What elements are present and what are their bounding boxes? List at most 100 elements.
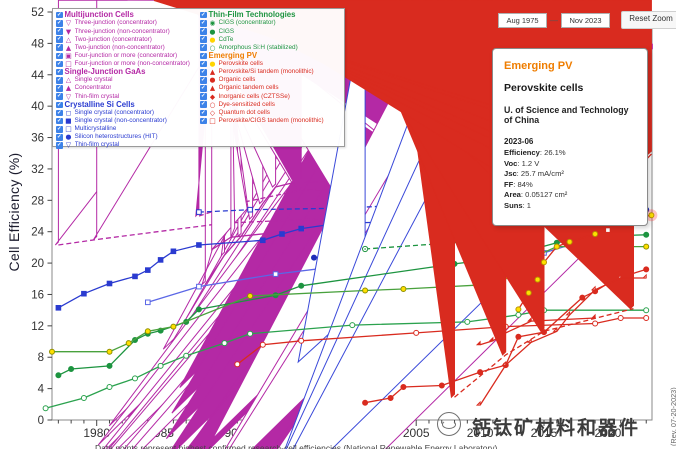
series-marker-icon: ◆	[209, 92, 216, 101]
legend-item-label: Inorganic cells (CZTSSe)	[218, 92, 290, 100]
legend-item-checkbox[interactable]: ✓	[200, 44, 207, 51]
legend-item[interactable]: ✓ ▲ Perovskite/Si tandem (monolithic)	[200, 68, 344, 76]
legend-item[interactable]: ✓ △ Two-junction (concentrator)	[56, 36, 200, 44]
legend-item[interactable]: ✓ □ Perovskite/CIGS tandem (monolithic)	[200, 117, 344, 125]
legend-item-checkbox[interactable]: ✓	[200, 117, 207, 125]
legend-group-checkbox[interactable]: ✓	[56, 11, 63, 19]
legend-item-checkbox[interactable]: ✓	[200, 60, 207, 68]
series-marker-icon: ▲	[209, 84, 216, 93]
range-start-input[interactable]: Aug 1975	[498, 12, 547, 28]
legend-item-label: Organic tandem cells	[218, 84, 279, 92]
y-axis-title: Cell Efficiency (%)	[6, 152, 22, 272]
legend-item[interactable]: ✓ ◉ CIGS (concentrator)	[200, 19, 344, 27]
series-marker-icon: □	[209, 116, 216, 125]
legend-item[interactable]: ✓ ◆ Inorganic cells (CZTSSe)	[200, 93, 344, 101]
tooltip-series-name: Perovskite cells	[504, 82, 584, 94]
reset-zoom-button[interactable]: Reset Zoom	[621, 11, 676, 29]
legend-item[interactable]: ✓ ▣ Four-junction or more (concentrator)	[56, 52, 200, 60]
legend-item-checkbox[interactable]: ✓	[200, 77, 207, 84]
legend-item-checkbox[interactable]: ✓	[200, 109, 207, 117]
legend-item-label: Two-junction (concentrator)	[74, 35, 152, 43]
svg-text:20: 20	[31, 258, 44, 270]
svg-text:40: 40	[31, 101, 44, 113]
legend-item-label: Three-junction (concentrator)	[74, 19, 157, 27]
legend-item[interactable]: ✓ ▲ Concentrator	[56, 84, 200, 92]
legend-item-checkbox[interactable]: ✓	[200, 36, 207, 43]
series-marker-icon: △	[65, 35, 72, 44]
legend-column: ✓ Multijunction Cells ✓ ▽ Three-junction (co…	[56, 10, 200, 149]
legend-item-checkbox[interactable]: ✓	[200, 93, 207, 100]
svg-text:44: 44	[31, 70, 44, 82]
legend-item-label: Two-junction (non-concentrator)	[74, 43, 165, 51]
legend-item-checkbox[interactable]: ✓	[56, 28, 63, 35]
tooltip-fields: Efficiency: 26.1% Voc: 1.2 V Jsc: 25.7 mA/…	[504, 148, 638, 212]
legend-item-checkbox[interactable]: ✓	[200, 28, 207, 35]
legend-item-checkbox[interactable]: ✓	[200, 20, 207, 27]
legend-item[interactable]: ✓ ● Silicon heterostructures (HIT)	[56, 133, 200, 141]
legend-item[interactable]: ✓ ■ Single crystal (non-concentrator)	[56, 117, 200, 125]
svg-text:2020: 2020	[595, 426, 622, 440]
legend-item-checkbox[interactable]: ✓	[56, 52, 63, 60]
legend-item[interactable]: ✓ ▼ Three-junction (non-concentrator)	[56, 28, 200, 36]
series-marker-icon: □	[65, 125, 72, 134]
legend-item[interactable]: ✓ ▽ Thin-film crystal	[56, 93, 200, 101]
legend-item-checkbox[interactable]: ✓	[56, 117, 63, 125]
legend-item[interactable]: ✓ ○ Dye-sensitized cells	[200, 101, 344, 109]
legend-item-checkbox[interactable]: ✓	[56, 44, 63, 51]
series-marker-icon: ●	[209, 35, 216, 44]
legend-item-checkbox[interactable]: ✓	[56, 126, 63, 133]
series-marker-icon: ▲	[65, 43, 72, 52]
legend-item[interactable]: ✓ ▲ Organic tandem cells	[200, 84, 344, 92]
legend-item[interactable]: ✓ ◇ Quantum dot cells	[200, 109, 344, 117]
legend-item-checkbox[interactable]: ✓	[56, 93, 63, 100]
legend-item-checkbox[interactable]: ✓	[56, 109, 63, 117]
legend-item-label: Single crystal (concentrator)	[74, 109, 155, 117]
legend-item[interactable]: ✓ ● Organic cells	[200, 76, 344, 84]
legend-item-checkbox[interactable]: ✓	[200, 85, 207, 92]
legend-item[interactable]: ✓ ▽ Three-junction (concentrator)	[56, 19, 200, 27]
legend-group-checkbox[interactable]: ✓	[56, 68, 63, 76]
legend-group-checkbox[interactable]: ✓	[200, 11, 207, 19]
series-marker-icon: △	[65, 76, 72, 85]
legend-item-checkbox[interactable]: ✓	[56, 20, 63, 27]
legend-group-checkbox[interactable]: ✓	[56, 101, 63, 109]
tooltip-field: Voc: 1.2 V	[504, 158, 540, 168]
series-marker-icon: ○	[209, 43, 216, 52]
series-marker-icon: ●	[209, 60, 216, 69]
legend-item[interactable]: ✓ ◻ Single crystal (concentrator)	[56, 109, 200, 117]
legend-item-label: Perovskite cells	[218, 60, 263, 68]
legend-item-label: Four-junction or more (concentrator)	[74, 51, 178, 59]
legend-item-checkbox[interactable]: ✓	[56, 134, 63, 141]
legend-item[interactable]: ✓ □ Multicrystalline	[56, 125, 200, 133]
legend-item-checkbox[interactable]: ✓	[56, 60, 63, 68]
legend-item[interactable]: ✓ ● Perovskite cells	[200, 60, 344, 68]
legend-item-checkbox[interactable]: ✓	[56, 77, 63, 84]
series-marker-icon: ▽	[65, 19, 72, 28]
legend-item[interactable]: ✓ △ Single crystal	[56, 76, 200, 84]
legend-item-checkbox[interactable]: ✓	[200, 69, 207, 76]
legend-item[interactable]: ✓ ▽ Thin-film crystal	[56, 141, 200, 149]
svg-text:16: 16	[31, 289, 44, 301]
legend-item[interactable]: ✓ ○ Amorphous Si:H (stabilized)	[200, 44, 344, 52]
series-marker-icon: ●	[65, 133, 72, 142]
legend-group-checkbox[interactable]: ✓	[200, 52, 207, 60]
series-marker-icon: ▲	[65, 84, 72, 93]
legend-item-label: Four-junction or more (non-concentrator)	[74, 59, 190, 67]
legend-item-label: Perovskite/Si tandem (monolithic)	[218, 68, 314, 76]
legend-item-checkbox[interactable]: ✓	[56, 36, 63, 43]
datapoint-tooltip: Emerging PV Perovskite cells U. of Scien…	[492, 48, 648, 226]
legend-item[interactable]: ✓ ● CdTe	[200, 36, 344, 44]
series-marker-icon: □	[65, 59, 72, 68]
legend-item-label: Thin-film crystal	[74, 141, 120, 149]
range-end-input[interactable]: Nov 2023	[561, 12, 610, 28]
revision-note: (Rev. 07-20-2023)	[669, 387, 676, 446]
watermark-text: 钙钛矿材料和器件	[472, 417, 641, 439]
legend-item-checkbox[interactable]: ✓	[56, 142, 63, 149]
svg-text:0: 0	[38, 415, 44, 427]
legend-item-checkbox[interactable]: ✓	[56, 85, 63, 92]
legend-item[interactable]: ✓ □ Four-junction or more (non-concentrato…	[56, 60, 200, 68]
legend-item[interactable]: ✓ ● CIGS	[200, 28, 344, 36]
legend-item-checkbox[interactable]: ✓	[200, 101, 207, 108]
legend-item[interactable]: ✓ ▲ Two-junction (non-concentrator)	[56, 44, 200, 52]
